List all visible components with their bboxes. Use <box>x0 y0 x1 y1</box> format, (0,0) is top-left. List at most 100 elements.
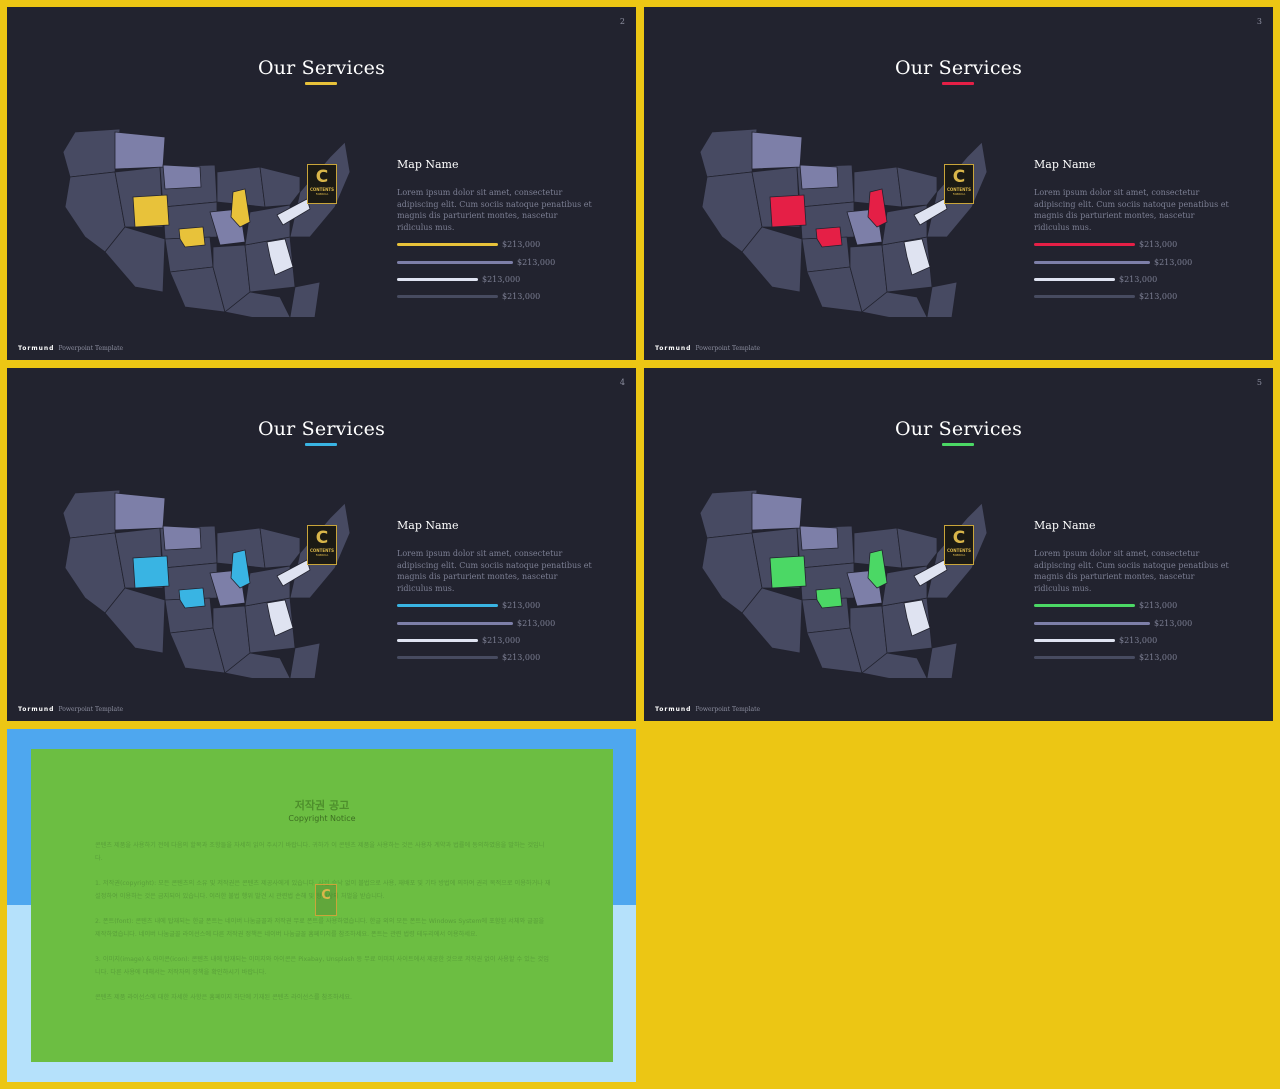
value-bar <box>397 261 513 264</box>
value-bar-label: $213,000 <box>1139 601 1178 610</box>
contents-logo-icon: C <box>315 884 337 916</box>
map-state <box>896 527 938 569</box>
map-state-light <box>903 238 931 276</box>
contents-logo-icon: C CONTENTS FABRIKA <box>307 164 337 204</box>
value-bar-label: $213,000 <box>1154 619 1193 628</box>
map-state-accent <box>867 188 888 228</box>
value-bar-row: $213,000 <box>397 653 578 663</box>
map-state-highlight <box>162 164 202 190</box>
map-state-light <box>903 599 931 637</box>
value-bar <box>397 295 498 298</box>
copyright-paragraph: 콘텐츠 제품 라이선스에 대한 자세한 사항은 홈페이지 하단에 기재된 콘텐츠… <box>95 994 352 1001</box>
slide[interactable]: 3 Our Services C CONTENTS FABRIKA Map Name Lor… <box>644 7 1273 360</box>
slide-title: Our Services <box>894 418 1023 440</box>
title-underline <box>305 443 337 446</box>
footer-brand: Tormund <box>18 706 55 713</box>
value-bar-label: $213,000 <box>517 258 556 267</box>
map-state <box>62 489 121 539</box>
slide-title: Our Services <box>257 418 386 440</box>
value-bar-row: $213,000 <box>1034 636 1195 646</box>
map-state-accent <box>178 226 206 248</box>
map-description: Lorem ipsum dolor sit amet, consectetur … <box>397 188 592 232</box>
value-bar-label: $213,000 <box>1139 292 1178 301</box>
logo-letter: C <box>952 167 966 187</box>
contents-logo-icon: C CONTENTS FABRIKA <box>944 525 974 565</box>
map-state <box>259 527 301 569</box>
slide-footer: Tormund Powerpoint Template <box>655 706 760 713</box>
map-state-highlight <box>751 131 803 170</box>
logo-letter: C <box>315 528 329 548</box>
logo-text: CONTENTS <box>309 187 335 192</box>
slide-title: Our Services <box>257 57 386 79</box>
map-name: Map Name <box>397 158 459 171</box>
map-state <box>224 291 291 317</box>
map-state-accent <box>132 555 170 589</box>
slide[interactable]: 5 Our Services C CONTENTS FABRIKA Map Name Lor… <box>644 368 1273 721</box>
map-state-accent <box>178 587 206 609</box>
slide-number: 2 <box>619 17 625 26</box>
slide[interactable]: 4 Our Services C CONTENTS FABRIKA Map Name Lor… <box>7 368 636 721</box>
map-state <box>289 281 321 317</box>
map-state-accent <box>132 194 170 228</box>
value-bar-row: $213,000 <box>1034 619 1230 629</box>
value-bar-row: $213,000 <box>397 636 558 646</box>
value-bar-row: $213,000 <box>397 240 578 250</box>
value-bar-label: $213,000 <box>502 292 541 301</box>
logo-letter: C <box>315 167 329 187</box>
map-description: Lorem ipsum dolor sit amet, consectetur … <box>1034 549 1229 593</box>
value-bar-label: $213,000 <box>502 240 541 249</box>
footer-text: Powerpoint Template <box>695 345 761 352</box>
value-bar-row: $213,000 <box>397 619 593 629</box>
slide-footer: Tormund Powerpoint Template <box>18 345 123 352</box>
map-description: Lorem ipsum dolor sit amet, consectetur … <box>397 549 592 593</box>
map-state-light <box>266 238 294 276</box>
slide-footer: Tormund Powerpoint Template <box>18 706 123 713</box>
value-bar-label: $213,000 <box>482 275 521 284</box>
map-name: Map Name <box>1034 158 1096 171</box>
map-state-light <box>276 198 311 226</box>
slide[interactable]: 2 Our Services C CONTENTS FABRIKA Map Name Lor… <box>7 7 636 360</box>
map-state-accent <box>867 549 888 589</box>
value-bar-row: $213,000 <box>1034 601 1215 611</box>
value-bar <box>1034 278 1115 281</box>
map-state <box>104 587 166 654</box>
copyright-subtitle: Copyright Notice <box>288 814 356 823</box>
copyright-title: 저작권 공고 <box>294 799 350 812</box>
logo-subtext: FABRIKA <box>315 192 329 196</box>
value-bar-label: $213,000 <box>1139 240 1178 249</box>
value-bar-label: $213,000 <box>1119 275 1158 284</box>
value-bar <box>1034 656 1135 659</box>
footer-brand: Tormund <box>655 706 692 713</box>
map-state-accent <box>815 226 843 248</box>
copyright-body: 콘텐츠 제품을 사용하기 전에 다음의 할목과 조항들을 자세히 읽어 주시기 … <box>95 839 551 1016</box>
map-state-accent <box>815 587 843 609</box>
value-bar-label: $213,000 <box>1139 653 1178 662</box>
value-bar-label: $213,000 <box>502 653 541 662</box>
map-state-light <box>913 559 948 587</box>
map-state-highlight <box>114 131 166 170</box>
value-bar-label: $213,000 <box>517 619 556 628</box>
map-state <box>741 587 803 654</box>
copyright-paragraph: 1. 저작권(copyright): 모든 콘텐츠의 소유 및 저작권은 콘텐츠… <box>95 880 551 900</box>
map-state-highlight <box>799 164 839 190</box>
slide-number: 5 <box>1256 378 1262 387</box>
logo-text: CONTENTS <box>309 548 335 553</box>
value-bar <box>1034 261 1150 264</box>
map-state <box>224 652 291 678</box>
map-state-highlight <box>751 492 803 531</box>
map-state-accent <box>230 549 251 589</box>
slide-number: 4 <box>619 378 625 387</box>
map-state-light <box>913 198 948 226</box>
logo-text: CONTENTS <box>946 548 972 553</box>
copyright-card: 저작권 공고 Copyright Notice 콘텐츠 제품을 사용하기 전에 … <box>31 749 613 1062</box>
map-state <box>926 642 958 678</box>
map-state-accent <box>230 188 251 228</box>
title-underline <box>305 82 337 85</box>
copyright-paragraph: 콘텐츠 제품을 사용하기 전에 다음의 할목과 조항들을 자세히 읽어 주시기 … <box>95 842 545 862</box>
map-state-accent <box>769 194 807 228</box>
title-underline <box>942 443 974 446</box>
value-bar-row: $213,000 <box>397 258 593 268</box>
value-bar-label: $213,000 <box>502 601 541 610</box>
value-bar-row: $213,000 <box>1034 653 1215 663</box>
slide-footer: Tormund Powerpoint Template <box>655 345 760 352</box>
